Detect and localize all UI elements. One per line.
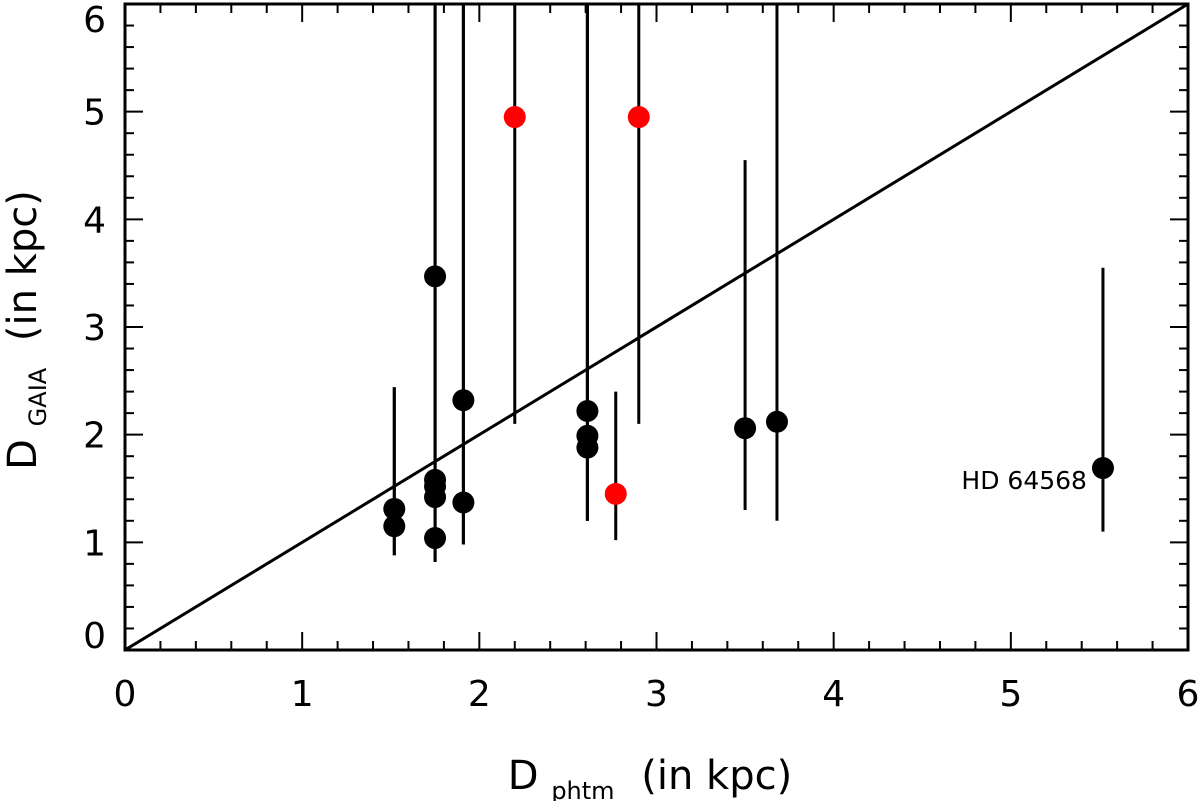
one-to-one-line <box>124 2 1189 652</box>
x-tick-label: 5 <box>999 674 1022 715</box>
red-data-point <box>503 106 526 129</box>
black-data-point <box>734 417 757 440</box>
black-data-point <box>452 491 475 514</box>
black-data-point <box>424 265 447 288</box>
x-tick-label: 1 <box>291 674 314 715</box>
x-tick-label: 4 <box>822 674 845 715</box>
data-points <box>383 106 1114 550</box>
x-axis-label-sub: phtm <box>551 777 614 801</box>
y-tick-label: 0 <box>83 616 106 657</box>
x-tick-label: 2 <box>468 674 491 715</box>
red-data-point <box>627 106 650 129</box>
black-data-point <box>424 468 447 491</box>
black-data-point <box>576 424 599 447</box>
y-tick-label: 2 <box>83 416 106 457</box>
black-data-point <box>383 515 406 538</box>
black-data-point <box>452 389 475 412</box>
y-axis-label-rest: (in kpc) <box>0 190 46 341</box>
y-axis-label-main: D <box>0 439 46 470</box>
plot-frame <box>123 2 1190 652</box>
red-data-point <box>604 482 627 505</box>
black-data-point <box>424 527 447 550</box>
annotation-label: HD 64568 <box>961 466 1087 495</box>
black-data-point <box>383 497 406 520</box>
black-data-point <box>1091 457 1114 480</box>
annotations: HD 64568 <box>961 466 1087 495</box>
x-tick-label: 0 <box>114 674 137 715</box>
y-axis-label-sub: GAIA <box>24 367 52 426</box>
y-axis-label: D GAIA (in kpc) <box>0 190 56 470</box>
y-tick-label: 1 <box>83 523 106 564</box>
black-data-point <box>576 399 599 422</box>
y-tick-label: 4 <box>83 200 106 241</box>
x-tick-label: 3 <box>645 674 668 715</box>
y-tick-labels: 0 1 2 3 4 5 6 <box>83 0 106 657</box>
x-axis-label-rest: (in kpc) <box>641 753 792 799</box>
x-tick-label: 6 <box>1177 674 1200 715</box>
y-tick-label: 5 <box>83 93 106 134</box>
x-axis-label-main: D <box>508 753 539 799</box>
x-axis-label: D phtm (in kpc) <box>508 753 792 801</box>
x-tick-labels: 0 1 2 3 4 5 6 <box>114 674 1200 715</box>
black-data-point <box>765 410 788 433</box>
y-tick-label: 3 <box>83 308 106 349</box>
y-tick-label: 6 <box>83 0 106 41</box>
